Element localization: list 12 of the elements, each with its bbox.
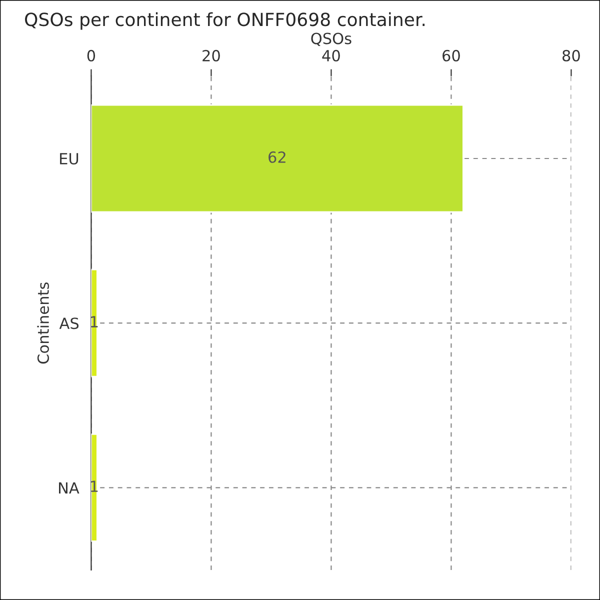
y-tick-label: EU [60,153,78,165]
x-tick-label: 40 [322,50,340,62]
x-tick-label: 20 [202,50,220,62]
chart-title: QSOs per continent for ONFF0698 container. [25,12,425,30]
y-tick-label: AS [59,318,79,330]
data-label: 62 [268,151,286,163]
y-tick-label: NA [59,482,80,494]
x-axis-title: QSOs [311,32,352,46]
x-tick-label: 80 [562,50,580,62]
x-tick-label: 60 [442,50,460,62]
y-axis-title: Continents [37,282,49,364]
x-tick-label: 0 [87,50,96,62]
